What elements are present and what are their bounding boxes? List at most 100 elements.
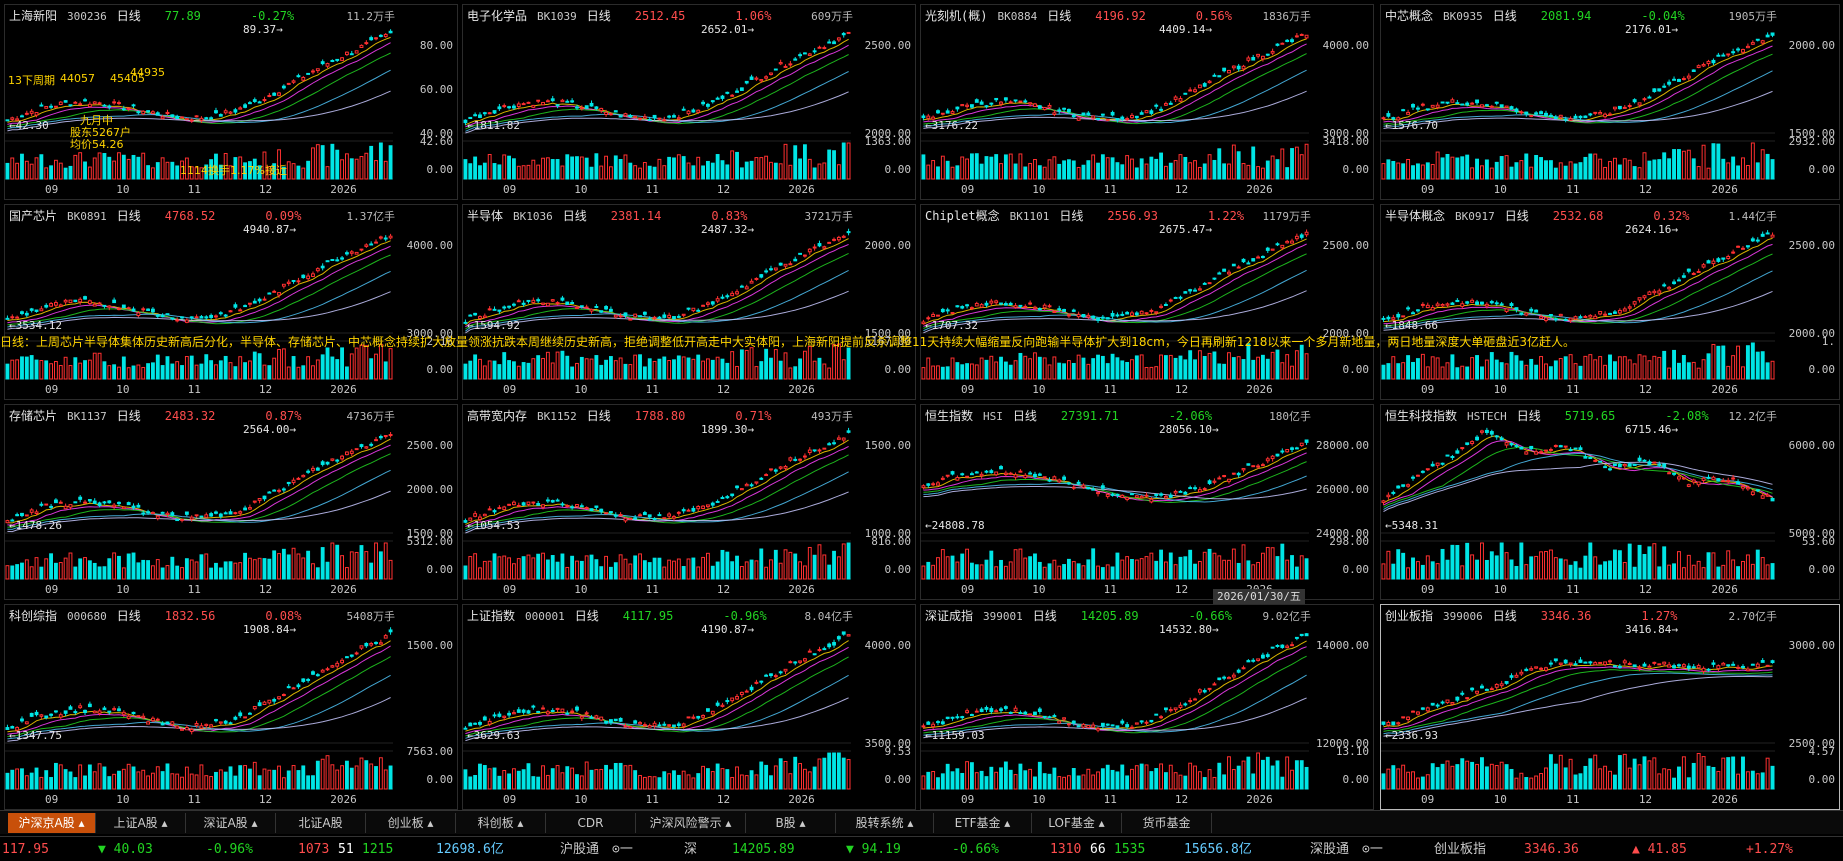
tab-9[interactable]: 股转系统 ▴ (836, 813, 934, 833)
chart-panel[interactable]: 创业板指 399006 日线 3346.36 1.27% 2.70亿手 3000.00 250… (1380, 604, 1840, 810)
chart-panel[interactable]: 国产芯片 BK0891 日线 4768.52 0.09% 1.37亿手 4000.00 300… (4, 204, 458, 400)
volume-bar (5, 565, 10, 580)
volume-bar (335, 149, 340, 180)
candlestick (706, 708, 710, 712)
candlestick (218, 513, 223, 517)
moving-average-line (923, 90, 1307, 129)
candlestick (536, 299, 541, 302)
chart-panel[interactable]: 恒生科技指数 HSTECH 日线 5719.65 -2.08% 12.2亿手 6000.00… (1380, 404, 1840, 600)
volume-bar (102, 153, 107, 180)
candlestick (1386, 721, 1391, 726)
tab-6[interactable]: CDR (546, 813, 636, 833)
candlestick (1057, 308, 1062, 311)
volume-bar (609, 356, 613, 380)
volume-bar (291, 547, 296, 580)
chart-panel[interactable]: Chiplet概念 BK1101 日线 2556.93 1.22% 1179万手 2500.… (920, 204, 1374, 400)
volume-bar (778, 758, 783, 790)
candlestick (1681, 78, 1686, 81)
candlestick (1465, 697, 1470, 700)
chart-panel[interactable]: 存储芯片 BK1137 日线 2483.32 0.87% 4736万手 2500.00 200… (4, 404, 458, 600)
candlestick (482, 112, 487, 115)
chart-panel[interactable]: 上海新阳 300236 日线 77.89 -0.27% 11.2万手 80.00 60.00 4… (4, 4, 458, 200)
candlestick (1691, 666, 1696, 669)
volume-bar (1593, 556, 1598, 580)
volume-bar (1096, 354, 1100, 380)
hgt-label[interactable]: 沪股通 (560, 842, 600, 857)
volume-bar (725, 551, 730, 580)
sgt-label[interactable]: 深股通 (1310, 842, 1350, 857)
candlestick (984, 470, 989, 473)
volume-bar (136, 562, 141, 580)
tab-7[interactable]: 沪深风险警示 ▴ (636, 813, 746, 833)
candlestick (102, 501, 107, 504)
tab-12[interactable]: 货币基金 (1122, 813, 1212, 833)
tab-10[interactable]: ETF基金 ▴ (934, 813, 1032, 833)
volume-bar (1168, 552, 1173, 580)
volume-bar (1622, 356, 1627, 380)
volume-bar (730, 150, 735, 180)
candlestick (730, 493, 735, 497)
candlestick (715, 298, 720, 302)
volume-bar (369, 562, 374, 580)
candlestick (1711, 260, 1716, 265)
period-label: 日线 (116, 609, 141, 623)
tab-5[interactable]: 科创板 ▴ (456, 813, 546, 833)
candlestick (739, 87, 744, 91)
candlestick (1529, 114, 1534, 117)
volume-bar (1396, 162, 1401, 180)
volume-bar (20, 153, 24, 180)
chart-panel[interactable]: 高带宽内存 BK1152 日线 1788.80 0.71% 493万手 1500.00 100… (462, 404, 916, 600)
volume-bar (1440, 763, 1445, 790)
volume-bar (798, 561, 802, 580)
candlestick (199, 117, 204, 121)
candlestick (487, 508, 492, 511)
candlestick (1420, 707, 1425, 710)
candlestick (345, 451, 349, 456)
security-name: 半导体 (467, 209, 504, 223)
chart-panel[interactable]: 恒生指数 HSI 日线 27391.71 -2.06% 180亿手 28000.00 2600… (920, 404, 1374, 600)
chart-panel[interactable]: 光刻机(概) BK0884 日线 4196.92 0.56% 1836万手 4000.00 3… (920, 4, 1374, 200)
moving-average-line (1383, 446, 1773, 508)
candlestick (1178, 98, 1183, 102)
tab-4[interactable]: 创业板 ▴ (366, 813, 456, 833)
chart-panel[interactable]: 中芯概念 BK0935 日线 2081.94 -0.04% 1905万手 2000.00 15… (1380, 4, 1840, 200)
candlestick (550, 98, 555, 102)
tab-8[interactable]: B股 ▴ (746, 813, 836, 833)
date-axis-label: 11 (187, 383, 201, 396)
tab-3[interactable]: 北证A股 (276, 813, 366, 833)
candlestick (1067, 723, 1071, 726)
tab-0[interactable]: 沪深京A股 ▴ (8, 813, 96, 833)
security-code: BK1152 (537, 410, 577, 423)
tab-11[interactable]: LOF基金 ▴ (1032, 813, 1122, 833)
volume-bar (783, 549, 788, 580)
security-name: 国产芯片 (9, 209, 58, 223)
candlestick (1110, 724, 1115, 727)
chart-panel[interactable]: 半导体 BK1036 日线 2381.14 0.83% 3721万手 2000.00 1500… (462, 204, 916, 400)
candlestick (194, 115, 199, 118)
volume-bar (1563, 767, 1568, 790)
candlestick (754, 481, 759, 484)
volume-bar (1593, 359, 1598, 380)
volume-bar (1047, 563, 1052, 580)
candlestick (1494, 302, 1499, 305)
tab-1[interactable]: 上证A股 ▴ (96, 813, 186, 833)
chart-panel[interactable]: 电子化学品 BK1039 日线 2512.45 1.06% 609万手 2500.00 200… (462, 4, 916, 200)
volume-bar (383, 160, 388, 180)
tab-2[interactable]: 深证A股 ▴ (186, 813, 276, 833)
volume-bar (1023, 355, 1028, 380)
volume-bar (628, 563, 633, 580)
volume-bar (97, 352, 102, 380)
candlestick (238, 511, 243, 514)
volume-bar (560, 553, 565, 580)
date-axis-label: 11 (187, 183, 201, 196)
candlestick (589, 716, 594, 719)
chart-panel[interactable]: 深证成指 399001 日线 14205.89 -0.66% 9.02亿手 14000.00… (920, 604, 1374, 810)
price-axis-label: 24000.00 (1316, 527, 1369, 540)
candlestick (1445, 454, 1450, 457)
candlestick (1681, 477, 1686, 480)
volume-bar (1770, 765, 1775, 790)
chart-panel[interactable]: 上证指数 000001 日线 4117.95 -0.96% 8.04亿手 4000.00 35… (462, 604, 916, 810)
chart-panel[interactable]: 科创综指 000680 日线 1832.56 0.08% 5408万手 1500.00 756… (4, 604, 458, 810)
chart-panel[interactable]: 半导体概念 BK0917 日线 2532.68 0.32% 1.44亿手 2500.00 20… (1380, 204, 1840, 400)
volume-bar (1178, 154, 1183, 180)
